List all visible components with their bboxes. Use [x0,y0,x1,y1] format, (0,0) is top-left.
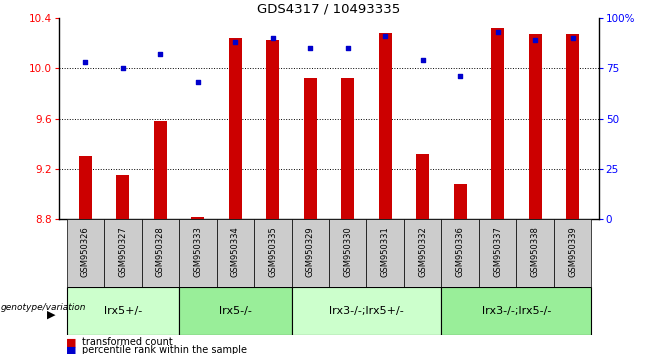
Point [155,51,166,57]
Text: GSM950334: GSM950334 [231,227,240,277]
Bar [442,219,479,287]
Text: ■: ■ [66,337,76,347]
Text: genotype/variation: genotype/variation [1,303,86,312]
Text: GSM950326: GSM950326 [81,227,90,277]
Point [305,45,316,51]
Bar [154,121,167,219]
Text: GSM950328: GSM950328 [156,227,165,277]
Text: GSM950327: GSM950327 [118,227,128,277]
Bar [179,219,216,287]
Point [455,73,465,79]
Bar [291,219,329,287]
Text: transformed count: transformed count [82,337,173,347]
Bar [479,219,517,287]
Bar [66,219,104,287]
Bar [367,219,404,287]
Bar [116,175,130,219]
Text: lrx5-/-: lrx5-/- [219,306,252,316]
Bar [517,219,554,287]
Text: GSM950332: GSM950332 [418,227,427,277]
Bar [329,219,367,287]
Bar [442,287,592,335]
Point [230,39,241,45]
Text: ■: ■ [66,346,76,354]
Text: GSM950329: GSM950329 [306,227,315,277]
Bar [79,156,92,219]
Point [193,79,203,85]
Point [492,29,503,35]
Bar [554,219,592,287]
Text: lrx3-/-;lrx5-/-: lrx3-/-;lrx5-/- [482,306,551,316]
Bar [66,287,179,335]
Bar [404,219,442,287]
Point [118,65,128,71]
Bar [304,78,316,219]
Bar [566,34,579,219]
Point [80,59,91,65]
Text: GSM950331: GSM950331 [381,227,390,277]
Text: GSM950330: GSM950330 [343,227,352,277]
Bar [191,217,205,219]
Bar [378,33,392,219]
Bar [179,287,291,335]
Text: lrx5+/-: lrx5+/- [104,306,142,316]
Bar [229,38,242,219]
Point [268,35,278,41]
Bar [216,219,254,287]
Text: GSM950338: GSM950338 [530,226,540,277]
Text: GSM950337: GSM950337 [493,226,502,277]
Bar [291,287,442,335]
Point [380,33,390,39]
Text: ▶: ▶ [47,309,56,319]
Bar [416,154,429,219]
Bar [491,28,504,219]
Point [342,45,353,51]
Bar [254,219,291,287]
Title: GDS4317 / 10493335: GDS4317 / 10493335 [257,2,401,15]
Text: GSM950333: GSM950333 [193,226,203,277]
Text: GSM950336: GSM950336 [455,226,465,277]
Point [567,35,578,41]
Point [530,37,540,43]
Text: GSM950339: GSM950339 [568,227,577,277]
Point [417,57,428,63]
Bar [104,219,141,287]
Text: lrx3-/-;lrx5+/-: lrx3-/-;lrx5+/- [329,306,404,316]
Bar [528,34,542,219]
Bar [342,78,354,219]
Bar [266,40,280,219]
Text: percentile rank within the sample: percentile rank within the sample [82,346,247,354]
Bar [141,219,179,287]
Text: GSM950335: GSM950335 [268,227,277,277]
Bar [453,184,467,219]
